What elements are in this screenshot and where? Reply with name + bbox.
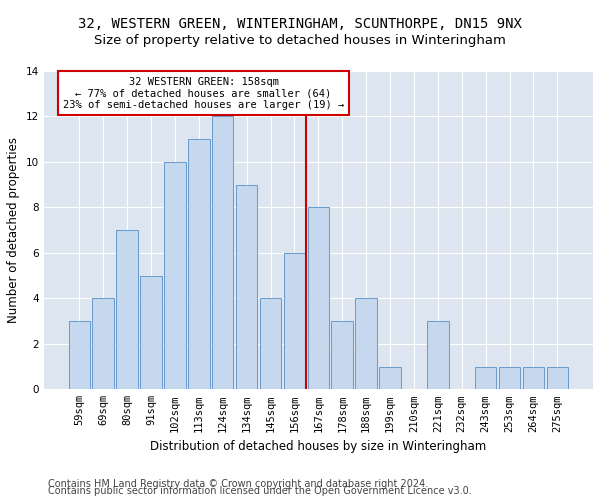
Text: Contains public sector information licensed under the Open Government Licence v3: Contains public sector information licen… bbox=[48, 486, 472, 496]
Bar bbox=[260, 298, 281, 390]
Text: Contains HM Land Registry data © Crown copyright and database right 2024.: Contains HM Land Registry data © Crown c… bbox=[48, 479, 428, 489]
Y-axis label: Number of detached properties: Number of detached properties bbox=[7, 137, 20, 323]
X-axis label: Distribution of detached houses by size in Winteringham: Distribution of detached houses by size … bbox=[150, 440, 487, 453]
Text: 32 WESTERN GREEN: 158sqm
← 77% of detached houses are smaller (64)
23% of semi-d: 32 WESTERN GREEN: 158sqm ← 77% of detach… bbox=[63, 76, 344, 110]
Bar bbox=[92, 298, 114, 390]
Bar bbox=[116, 230, 138, 390]
Bar bbox=[355, 298, 377, 390]
Bar bbox=[164, 162, 185, 390]
Bar bbox=[284, 253, 305, 390]
Bar bbox=[379, 366, 401, 390]
Bar bbox=[427, 321, 449, 390]
Text: Size of property relative to detached houses in Winteringham: Size of property relative to detached ho… bbox=[94, 34, 506, 47]
Bar bbox=[212, 116, 233, 390]
Bar bbox=[68, 321, 90, 390]
Bar bbox=[308, 208, 329, 390]
Bar bbox=[523, 366, 544, 390]
Bar bbox=[499, 366, 520, 390]
Bar bbox=[188, 139, 209, 390]
Bar bbox=[331, 321, 353, 390]
Bar bbox=[547, 366, 568, 390]
Bar bbox=[236, 184, 257, 390]
Bar bbox=[140, 276, 162, 390]
Bar bbox=[475, 366, 496, 390]
Text: 32, WESTERN GREEN, WINTERINGHAM, SCUNTHORPE, DN15 9NX: 32, WESTERN GREEN, WINTERINGHAM, SCUNTHO… bbox=[78, 18, 522, 32]
